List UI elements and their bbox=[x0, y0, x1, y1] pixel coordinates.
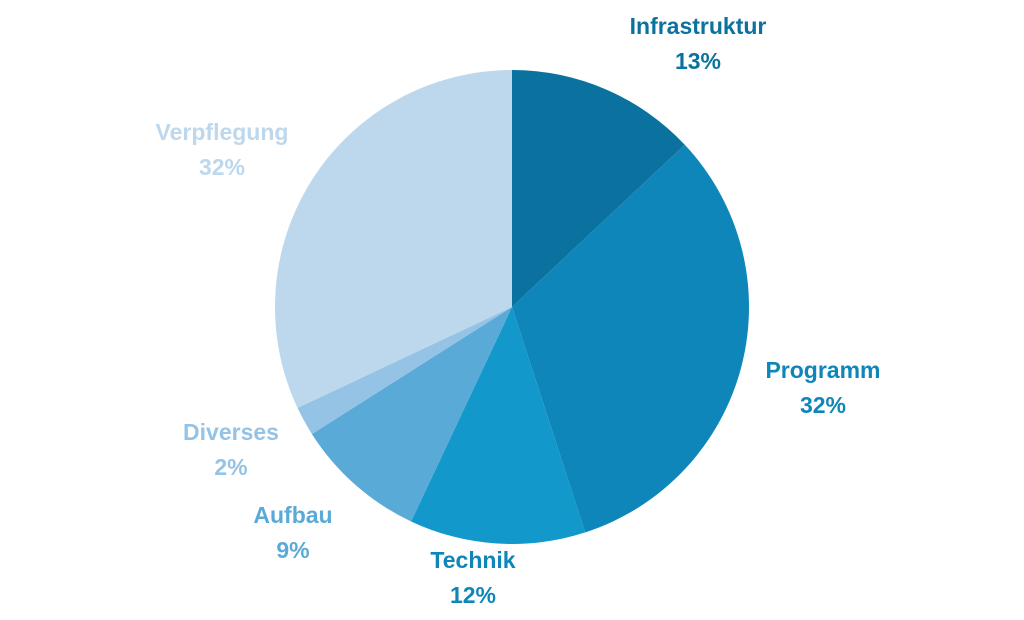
slice-percent-aufbau: 9% bbox=[276, 537, 309, 563]
slice-label-technik: Technik bbox=[430, 547, 515, 573]
slice-percent-diverses: 2% bbox=[214, 454, 247, 480]
slice-label-diverses: Diverses bbox=[183, 419, 279, 445]
slice-percent-programm: 32% bbox=[800, 392, 846, 418]
pie-slice-diverses bbox=[297, 307, 512, 434]
pie-slice-verpflegung bbox=[275, 70, 512, 408]
slice-percent-verpflegung: 32% bbox=[199, 154, 245, 180]
slice-label-programm: Programm bbox=[765, 357, 880, 383]
pie-slice-aufbau bbox=[311, 307, 512, 522]
slice-label-aufbau: Aufbau bbox=[253, 502, 332, 528]
pie-slice-programm bbox=[512, 144, 750, 533]
slice-percent-technik: 12% bbox=[450, 582, 496, 608]
pie-slice-infrastruktur bbox=[512, 70, 685, 307]
pie-slice-technik bbox=[411, 307, 586, 544]
pie-slices bbox=[275, 70, 750, 544]
pie-labels: Infrastruktur 13% Programm 32% Technik 12% Auf… bbox=[156, 13, 881, 608]
slice-label-infrastruktur: Infrastruktur bbox=[630, 13, 767, 39]
slice-label-verpflegung: Verpflegung bbox=[156, 119, 289, 145]
slice-percent-infrastruktur: 13% bbox=[675, 48, 721, 74]
